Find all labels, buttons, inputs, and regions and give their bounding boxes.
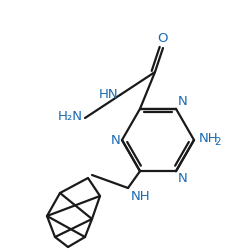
Text: NH: NH: [199, 133, 219, 145]
Text: O: O: [158, 32, 168, 45]
Text: N: N: [178, 95, 188, 108]
Text: N: N: [178, 172, 188, 185]
Text: NH: NH: [131, 190, 151, 203]
Text: N: N: [110, 134, 120, 146]
Text: 2: 2: [214, 137, 221, 147]
Text: H₂N: H₂N: [58, 110, 83, 123]
Text: HN: HN: [98, 87, 118, 101]
